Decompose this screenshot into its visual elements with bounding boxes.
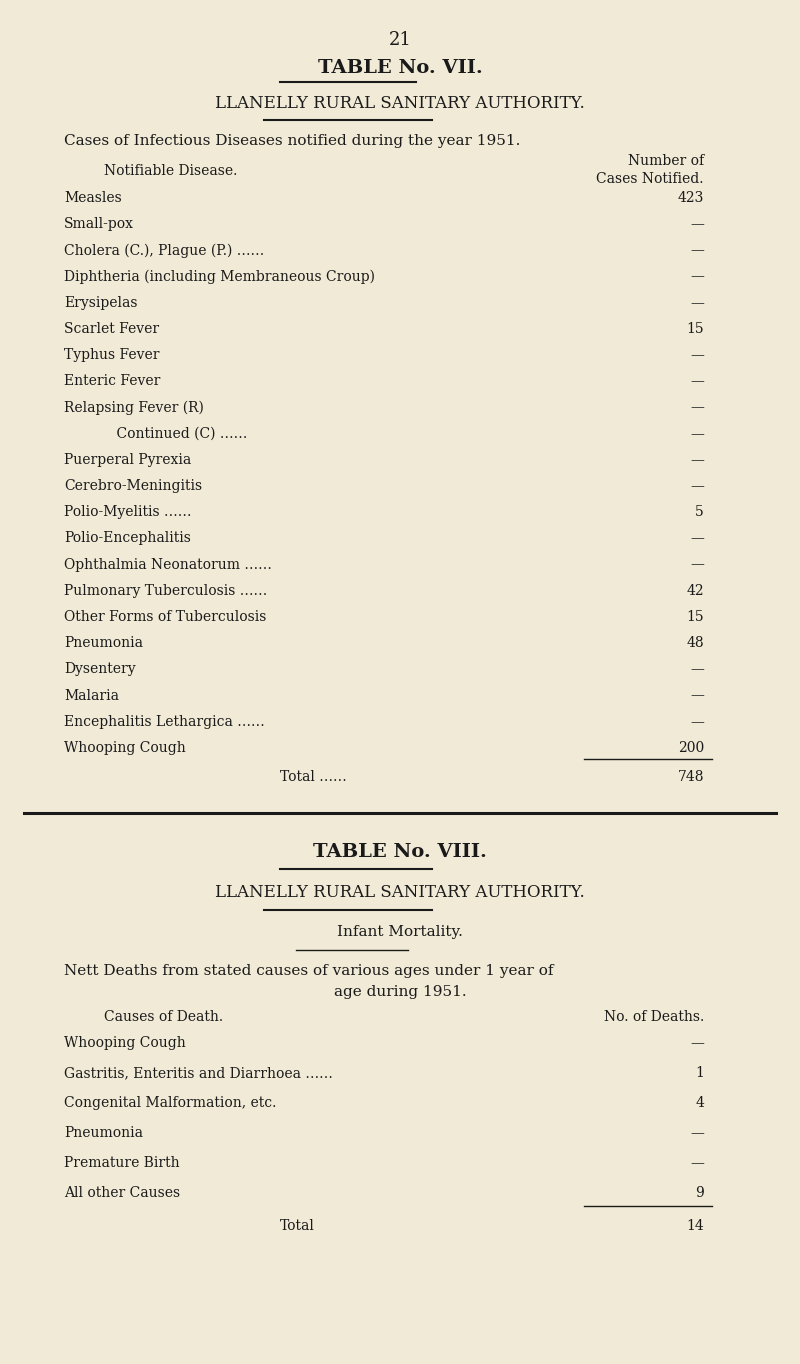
Text: LLANELLY RURAL SANITARY AUTHORITY.: LLANELLY RURAL SANITARY AUTHORITY.: [215, 95, 585, 112]
Text: Infant Mortality.: Infant Mortality.: [337, 925, 463, 940]
Text: Relapsing Fever (R): Relapsing Fever (R): [64, 401, 204, 415]
Text: Dysentery: Dysentery: [64, 663, 136, 677]
Text: 48: 48: [686, 636, 704, 651]
Text: TABLE No. VIII.: TABLE No. VIII.: [313, 843, 487, 862]
Text: Polio-Encephalitis: Polio-Encephalitis: [64, 532, 191, 546]
Text: 15: 15: [686, 322, 704, 336]
Text: Gastritis, Enteritis and Diarrhoea ……: Gastritis, Enteritis and Diarrhoea ……: [64, 1065, 333, 1080]
Text: LLANELLY RURAL SANITARY AUTHORITY.: LLANELLY RURAL SANITARY AUTHORITY.: [215, 884, 585, 902]
Text: Cases Notified.: Cases Notified.: [597, 172, 704, 186]
Text: 9: 9: [695, 1185, 704, 1200]
Text: Cholera (C.), Plague (P.) ……: Cholera (C.), Plague (P.) ……: [64, 243, 264, 258]
Text: Pneumonia: Pneumonia: [64, 1125, 143, 1140]
Text: Whooping Cough: Whooping Cough: [64, 1035, 186, 1050]
Text: Premature Birth: Premature Birth: [64, 1155, 180, 1170]
Text: —: —: [690, 401, 704, 415]
Text: Notifiable Disease.: Notifiable Disease.: [104, 164, 238, 177]
Text: —: —: [690, 532, 704, 546]
Text: Pulmonary Tuberculosis ……: Pulmonary Tuberculosis ……: [64, 584, 267, 597]
Text: Continued (C) ……: Continued (C) ……: [64, 427, 247, 441]
Text: —: —: [690, 427, 704, 441]
Text: 21: 21: [389, 31, 411, 49]
Text: Measles: Measles: [64, 191, 122, 205]
Text: TABLE No. VII.: TABLE No. VII.: [318, 59, 482, 76]
Text: All other Causes: All other Causes: [64, 1185, 180, 1200]
Text: Small-pox: Small-pox: [64, 217, 134, 231]
Text: 748: 748: [678, 769, 704, 784]
Text: Total: Total: [280, 1218, 315, 1233]
Text: 200: 200: [678, 741, 704, 754]
Text: —: —: [690, 348, 704, 361]
Text: —: —: [690, 558, 704, 572]
Text: 1: 1: [695, 1065, 704, 1080]
Text: —: —: [690, 374, 704, 389]
Text: Pneumonia: Pneumonia: [64, 636, 143, 651]
Text: Ophthalmia Neonatorum ……: Ophthalmia Neonatorum ……: [64, 558, 272, 572]
Text: 423: 423: [678, 191, 704, 205]
Text: —: —: [690, 217, 704, 231]
Text: —: —: [690, 243, 704, 258]
Text: Cases of Infectious Diseases notified during the year 1951.: Cases of Infectious Diseases notified du…: [64, 134, 520, 147]
Text: —: —: [690, 1155, 704, 1170]
Text: —: —: [690, 1125, 704, 1140]
Text: —: —: [690, 453, 704, 466]
Text: No. of Deaths.: No. of Deaths.: [604, 1009, 704, 1024]
Text: —: —: [690, 479, 704, 492]
Text: —: —: [690, 1035, 704, 1050]
Text: age during 1951.: age during 1951.: [334, 985, 466, 1000]
Text: Polio-Myelitis ……: Polio-Myelitis ……: [64, 505, 191, 520]
Text: Other Forms of Tuberculosis: Other Forms of Tuberculosis: [64, 610, 266, 623]
Text: Causes of Death.: Causes of Death.: [104, 1009, 223, 1024]
Text: Malaria: Malaria: [64, 689, 119, 702]
Text: Diphtheria (including Membraneous Croup): Diphtheria (including Membraneous Croup): [64, 270, 375, 284]
Text: 42: 42: [686, 584, 704, 597]
Text: Typhus Fever: Typhus Fever: [64, 348, 159, 361]
Text: 14: 14: [686, 1218, 704, 1233]
Text: Puerperal Pyrexia: Puerperal Pyrexia: [64, 453, 191, 466]
Text: —: —: [690, 689, 704, 702]
Text: Enteric Fever: Enteric Fever: [64, 374, 160, 389]
Text: 4: 4: [695, 1095, 704, 1110]
Text: Whooping Cough: Whooping Cough: [64, 741, 186, 754]
Text: —: —: [690, 663, 704, 677]
Text: 15: 15: [686, 610, 704, 623]
Text: —: —: [690, 715, 704, 728]
Text: Cerebro-Meningitis: Cerebro-Meningitis: [64, 479, 202, 492]
Text: —: —: [690, 296, 704, 310]
Text: Number of: Number of: [628, 154, 704, 168]
Text: Erysipelas: Erysipelas: [64, 296, 138, 310]
Text: Scarlet Fever: Scarlet Fever: [64, 322, 159, 336]
Text: 5: 5: [695, 505, 704, 520]
Text: Nett Deaths from stated causes of various ages under 1 year of: Nett Deaths from stated causes of variou…: [64, 963, 554, 978]
Text: Encephalitis Lethargica ……: Encephalitis Lethargica ……: [64, 715, 265, 728]
Text: —: —: [690, 270, 704, 284]
Text: Total ……: Total ……: [280, 769, 346, 784]
Text: Congenital Malformation, etc.: Congenital Malformation, etc.: [64, 1095, 276, 1110]
